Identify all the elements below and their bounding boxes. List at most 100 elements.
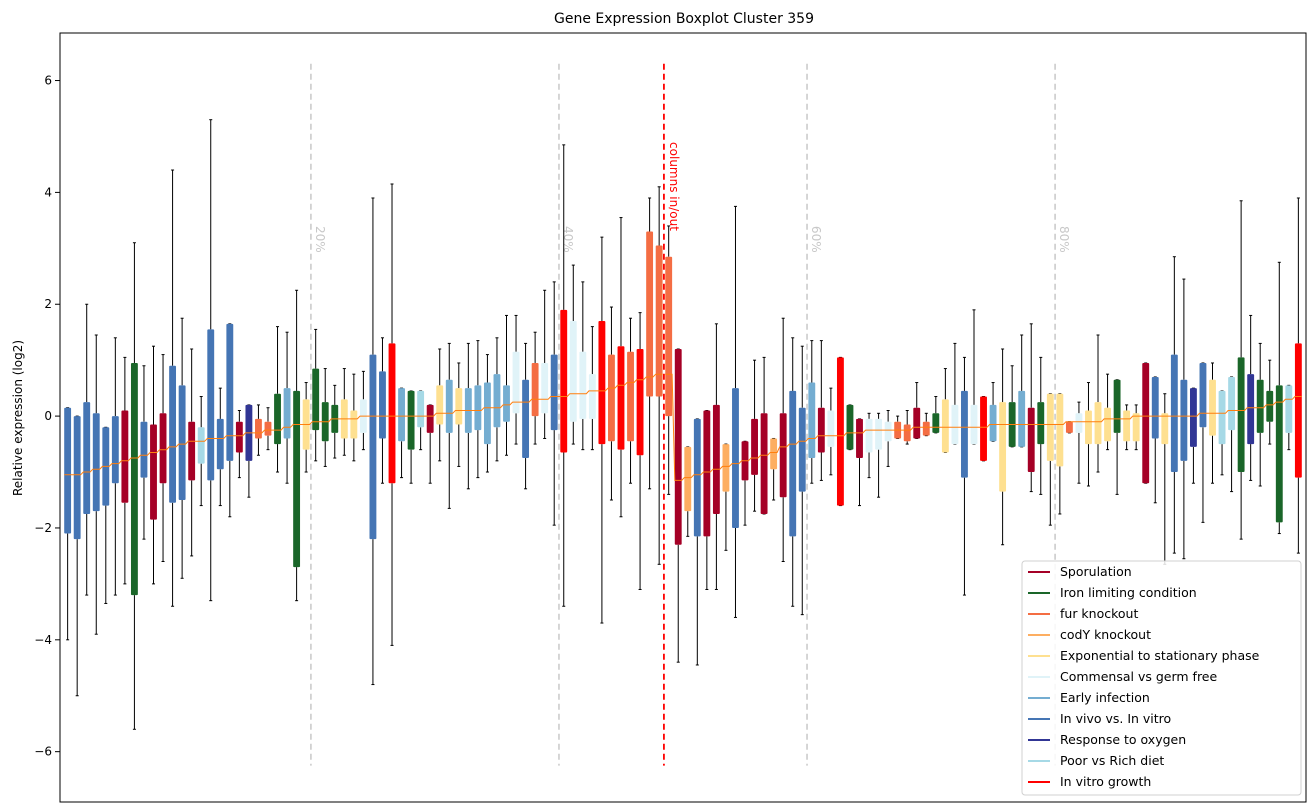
box-92: [932, 396, 940, 434]
box-101: [1018, 334, 1026, 448]
percent-label: 60%: [809, 226, 823, 253]
box-body: [875, 418, 883, 450]
box-body: [150, 424, 157, 520]
box-20: [245, 404, 253, 498]
box-body: [1094, 402, 1102, 445]
box-117: [1170, 256, 1178, 554]
box-125: [1247, 314, 1255, 481]
legend-item: Commensal vs germ free: [1028, 669, 1217, 684]
box-body: [541, 362, 549, 414]
box-body: [1237, 357, 1245, 473]
legend: Sporulation Iron limiting condition fur kn…: [1021, 560, 1302, 796]
box-body: [922, 421, 930, 436]
percent-markers: 20% 40% 60% 80% columns in/out: [310, 63, 1071, 766]
y-tick-label: 6: [44, 74, 52, 88]
box-116: [1161, 393, 1169, 565]
box-65: [674, 348, 682, 663]
box-body: [1132, 413, 1140, 442]
box-23: [274, 326, 281, 473]
box-body: [836, 357, 844, 506]
box-body: [999, 402, 1007, 492]
box-body: [961, 390, 968, 478]
box-body: [1256, 379, 1264, 433]
percent-label: 80%: [1057, 226, 1071, 253]
box-body: [789, 390, 797, 537]
box-79: [808, 340, 816, 484]
box-5: [102, 426, 110, 604]
box-52: [550, 281, 558, 526]
box-body: [436, 385, 444, 425]
box-body: [445, 379, 453, 433]
box-13: [178, 317, 186, 579]
legend-item: Poor vs Rich diet: [1028, 753, 1164, 768]
box-body: [350, 410, 358, 439]
box-61: [636, 312, 644, 590]
box-body: [73, 416, 81, 540]
box-4: [92, 334, 100, 635]
legend-label: Exponential to stationary phase: [1060, 648, 1260, 663]
legend-label: In vivo vs. In vitro: [1060, 711, 1171, 726]
legend-item: In vivo vs. In vitro: [1028, 711, 1171, 726]
box-6: [111, 337, 119, 596]
box-body: [1018, 390, 1026, 447]
box-body: [588, 374, 596, 419]
box-7: [121, 356, 129, 585]
box-body: [1085, 410, 1092, 445]
box-body: [83, 402, 91, 514]
box-body: [398, 388, 405, 442]
box-body: [770, 438, 778, 470]
box-body: [1161, 413, 1169, 445]
box-body: [808, 382, 816, 459]
box-body: [732, 388, 739, 528]
box-51: [541, 289, 549, 439]
box-34: [379, 337, 386, 484]
box-122: [1218, 390, 1226, 476]
box-body: [941, 399, 949, 453]
box-body: [560, 309, 568, 453]
box-69: [712, 323, 720, 590]
box-129: [1285, 384, 1293, 451]
box-37: [407, 390, 415, 484]
y-axis: −6 −4 −2 0 2 4 6: [34, 74, 60, 759]
box-body: [865, 418, 873, 453]
box-109: [1094, 334, 1102, 473]
box-body: [550, 354, 558, 431]
box-93: [941, 368, 949, 453]
box-121: [1209, 362, 1216, 484]
box-130: [1294, 197, 1302, 554]
box-body: [913, 407, 921, 439]
box-88: [894, 415, 902, 439]
box-body: [159, 413, 167, 484]
box-body: [608, 354, 615, 442]
box-body: [264, 421, 272, 436]
box-body: [178, 385, 186, 500]
box-59: [617, 217, 625, 518]
box-87: [884, 410, 892, 467]
chart-title: Gene Expression Boxplot Cluster 359: [554, 11, 814, 27]
box-36: [398, 387, 405, 479]
percent-label: 20%: [313, 226, 327, 253]
y-tick-label: −4: [34, 633, 52, 647]
box-123: [1228, 376, 1236, 493]
box-32: [359, 370, 367, 451]
box-60: [627, 317, 634, 484]
box-body: [503, 385, 510, 422]
box-body: [1046, 393, 1054, 461]
box-126: [1256, 342, 1264, 487]
percent-label: 40%: [561, 226, 575, 253]
box-91: [922, 412, 930, 437]
box-42: [455, 362, 463, 467]
box-body: [1142, 362, 1150, 484]
box-78: [798, 345, 806, 616]
box-body: [226, 323, 234, 461]
box-body: [827, 410, 835, 447]
box-35: [388, 183, 396, 646]
box-75: [770, 437, 778, 501]
box-63: [655, 186, 663, 565]
box-body: [1151, 376, 1159, 439]
box-body: [216, 418, 224, 470]
box-82: [836, 356, 844, 507]
box-16: [207, 119, 215, 602]
box-53: [560, 144, 568, 607]
